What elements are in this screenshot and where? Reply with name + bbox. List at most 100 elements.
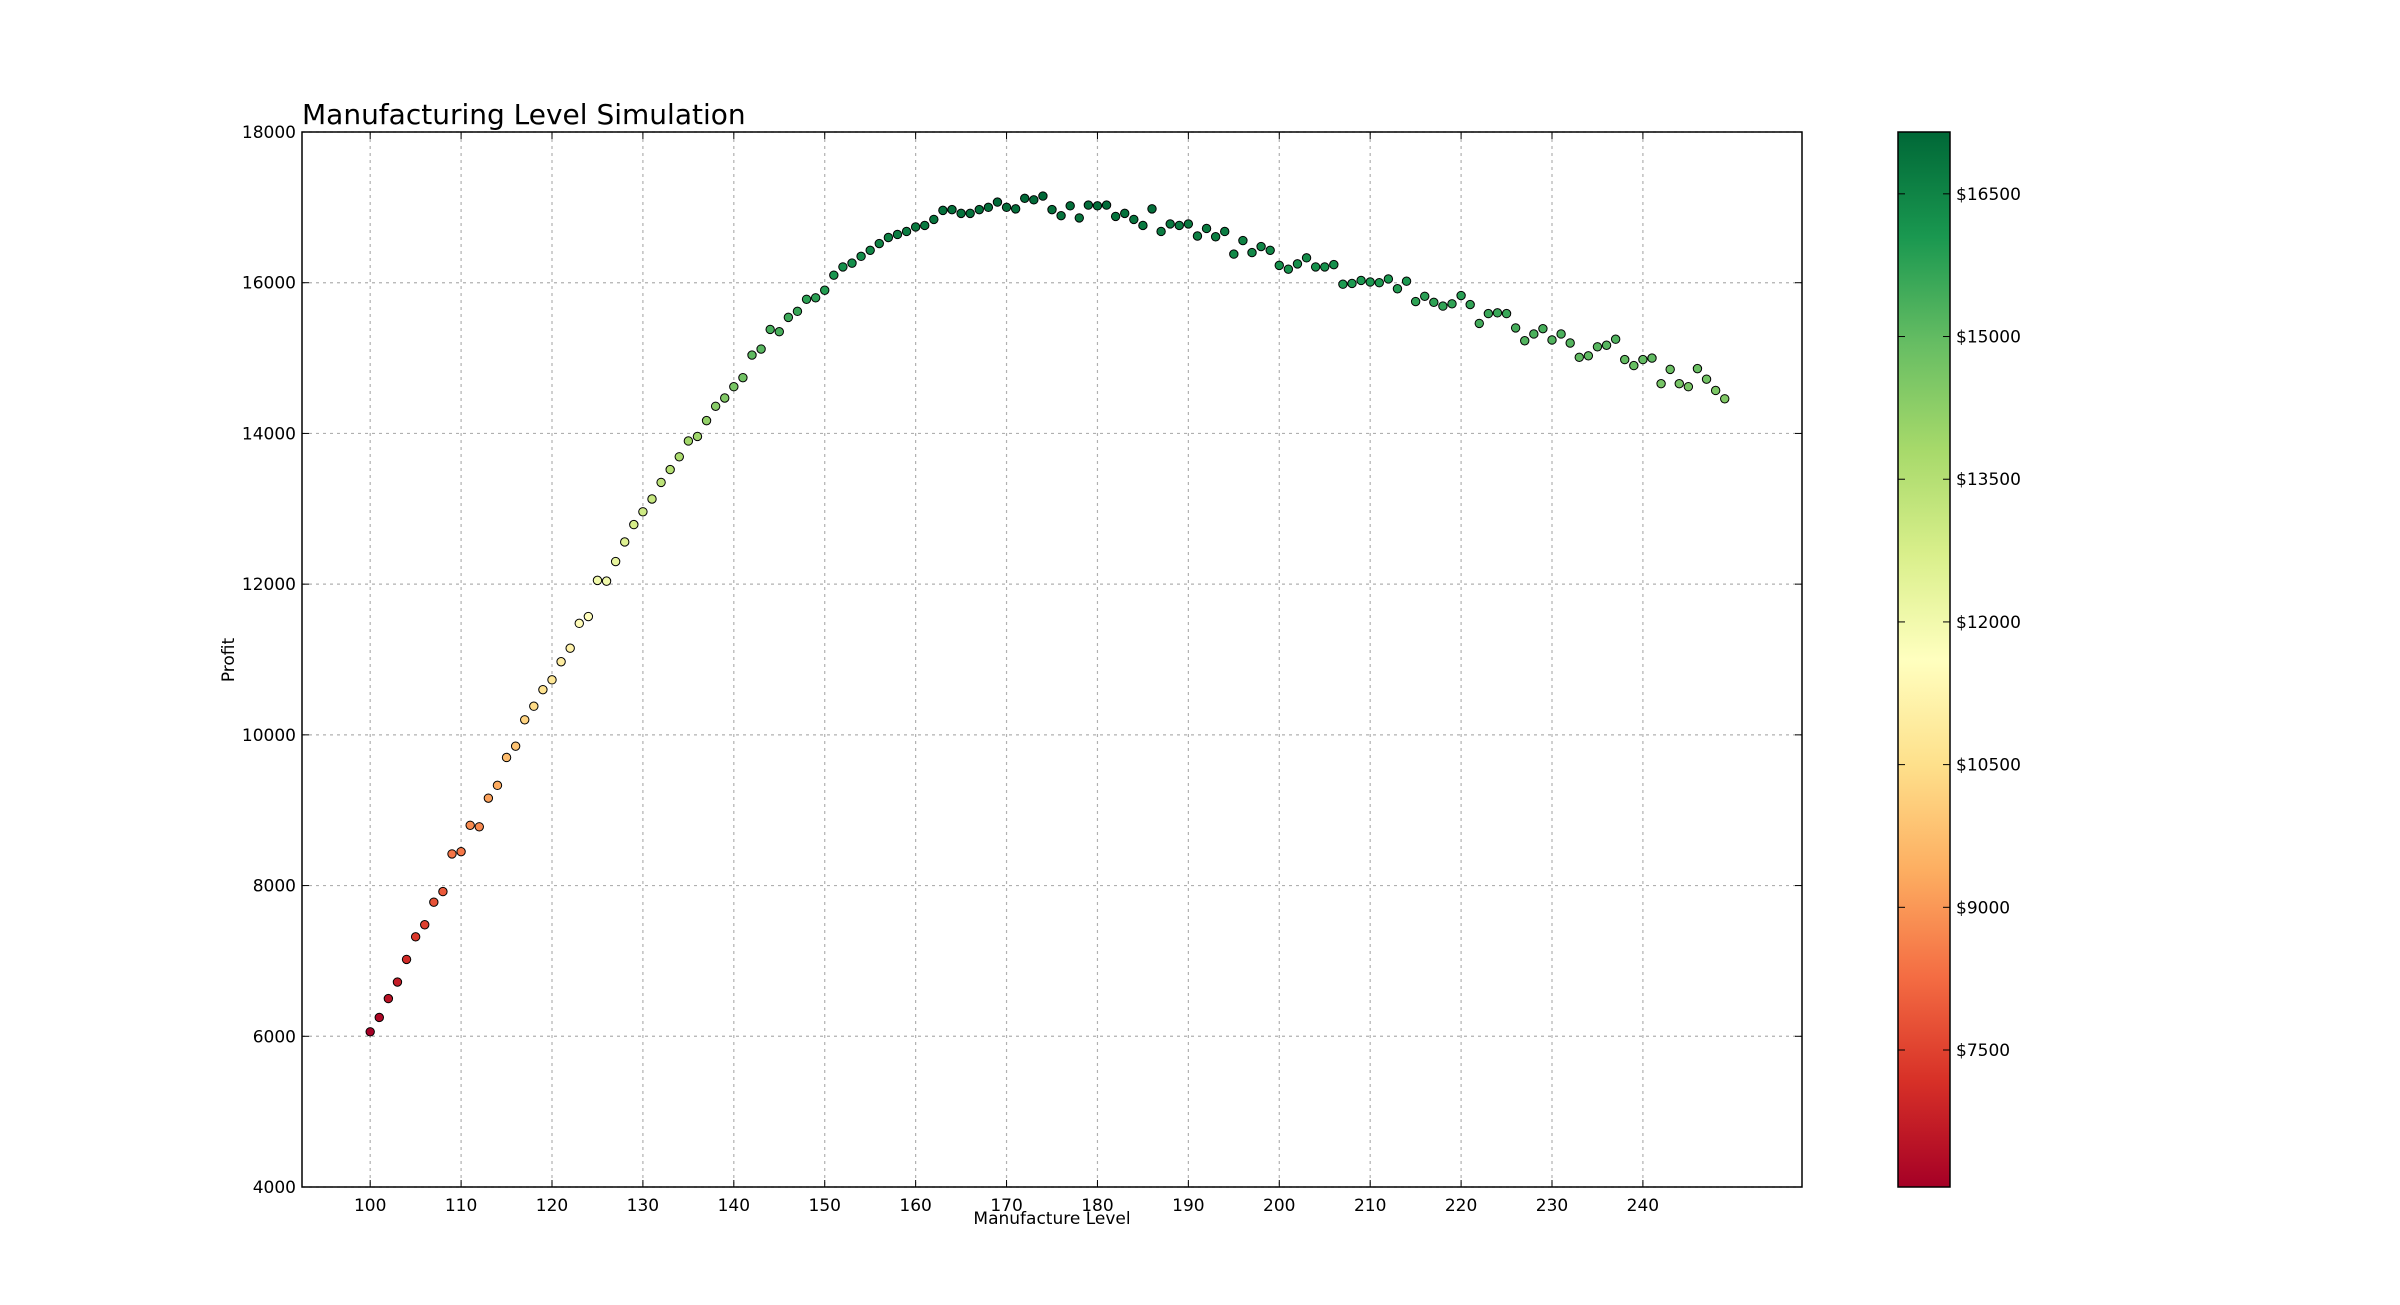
data-point [1547, 335, 1557, 345]
data-point [1365, 277, 1375, 287]
data-point [392, 977, 403, 987]
data-point [1010, 204, 1021, 214]
data-point [974, 204, 984, 215]
x-tick-label: 160 [899, 1196, 931, 1216]
colorbar-tick-label: $9000 [1956, 898, 2010, 918]
data-point [1565, 338, 1575, 348]
data-point [729, 382, 739, 392]
plot-area-frame [301, 131, 1803, 1188]
data-point [1020, 193, 1030, 204]
x-tick-label: 190 [1172, 1196, 1204, 1216]
data-point [492, 780, 503, 791]
data-point [1092, 201, 1103, 211]
data-point [1056, 210, 1066, 221]
x-axis-label: Manufacture Level [973, 1209, 1130, 1229]
data-point [901, 226, 912, 237]
data-point [538, 684, 548, 695]
data-point [1101, 200, 1112, 210]
data-point [420, 920, 430, 930]
data-point [1383, 274, 1394, 284]
x-axis-ticks: 100 110 120 130 140 150 160 170 180 190 200 210 220 2… [354, 132, 1659, 1216]
data-point [1465, 299, 1475, 310]
data-point [692, 431, 703, 442]
x-tick-label: 120 [536, 1196, 568, 1216]
data-point [1347, 278, 1357, 289]
y-tick-label: 6000 [253, 1027, 296, 1047]
colorbar-tick-label: $13500 [1956, 470, 2021, 490]
data-point [1038, 191, 1048, 201]
data-point [1156, 226, 1166, 237]
data-point [892, 229, 903, 240]
data-point [1265, 245, 1275, 256]
data-point [1610, 334, 1621, 344]
data-point [992, 197, 1003, 207]
data-point [601, 576, 612, 586]
data-point [1201, 223, 1212, 234]
x-tick-label: 150 [809, 1196, 841, 1216]
data-point [1492, 308, 1503, 318]
data-point [1129, 214, 1139, 225]
data-point [983, 202, 994, 213]
y-tick-label: 12000 [242, 575, 296, 595]
data-point [501, 752, 512, 763]
data-point [547, 675, 557, 685]
data-point [1220, 226, 1230, 237]
data-point [665, 464, 675, 475]
data-point [565, 643, 575, 653]
data-point [801, 294, 812, 304]
data-point [1538, 323, 1548, 334]
colorbar-gradient [1897, 131, 1951, 1188]
data-point [574, 618, 584, 629]
data-point [1656, 378, 1666, 389]
data-point [1256, 241, 1266, 252]
data-point [820, 285, 830, 295]
y-tick-label: 8000 [253, 877, 296, 897]
data-point [1447, 299, 1457, 309]
y-tick-label: 10000 [242, 726, 296, 746]
data-point [1138, 220, 1148, 231]
data-point [383, 993, 394, 1004]
data-point [1601, 340, 1612, 350]
data-point [529, 701, 539, 711]
data-point [620, 537, 630, 547]
data-point [510, 741, 521, 751]
y-tick-label: 4000 [253, 1178, 296, 1198]
data-point [1401, 276, 1412, 286]
data-point [1356, 275, 1366, 286]
data-point [1583, 351, 1594, 361]
data-point [410, 932, 421, 942]
data-point [401, 954, 412, 965]
data-point [629, 519, 639, 530]
data-point [1174, 220, 1184, 231]
data-point [1701, 374, 1712, 384]
data-point [365, 1027, 375, 1037]
data-point [1147, 204, 1157, 214]
data-point [1029, 195, 1039, 205]
data-point [1683, 382, 1694, 392]
data-point [792, 306, 803, 317]
data-point [1556, 329, 1566, 339]
data-point [1310, 262, 1321, 272]
data-point [756, 344, 766, 354]
data-point [1529, 329, 1539, 339]
data-point [638, 507, 648, 517]
data-point [765, 324, 775, 335]
data-point [710, 401, 721, 411]
data-point [1438, 301, 1448, 311]
data-point [1520, 336, 1530, 346]
colorbar-tick-label: $15000 [1956, 328, 2021, 348]
data-point [1074, 213, 1084, 223]
data-point [438, 886, 448, 897]
data-point [656, 477, 666, 488]
data-point [592, 575, 603, 586]
data-point [1283, 264, 1294, 274]
data-point [856, 251, 866, 262]
data-point [583, 611, 594, 622]
data-point [1629, 360, 1639, 371]
data-point [1083, 200, 1094, 210]
x-tick-label: 200 [1263, 1196, 1295, 1216]
data-point [674, 452, 684, 462]
x-tick-label: 220 [1445, 1196, 1477, 1216]
colorbar-ticks: $7500 $9000 $10500 $12000 $13500 $15000 $16500 [1898, 185, 2021, 1061]
y-tick-label: 16000 [242, 274, 296, 294]
